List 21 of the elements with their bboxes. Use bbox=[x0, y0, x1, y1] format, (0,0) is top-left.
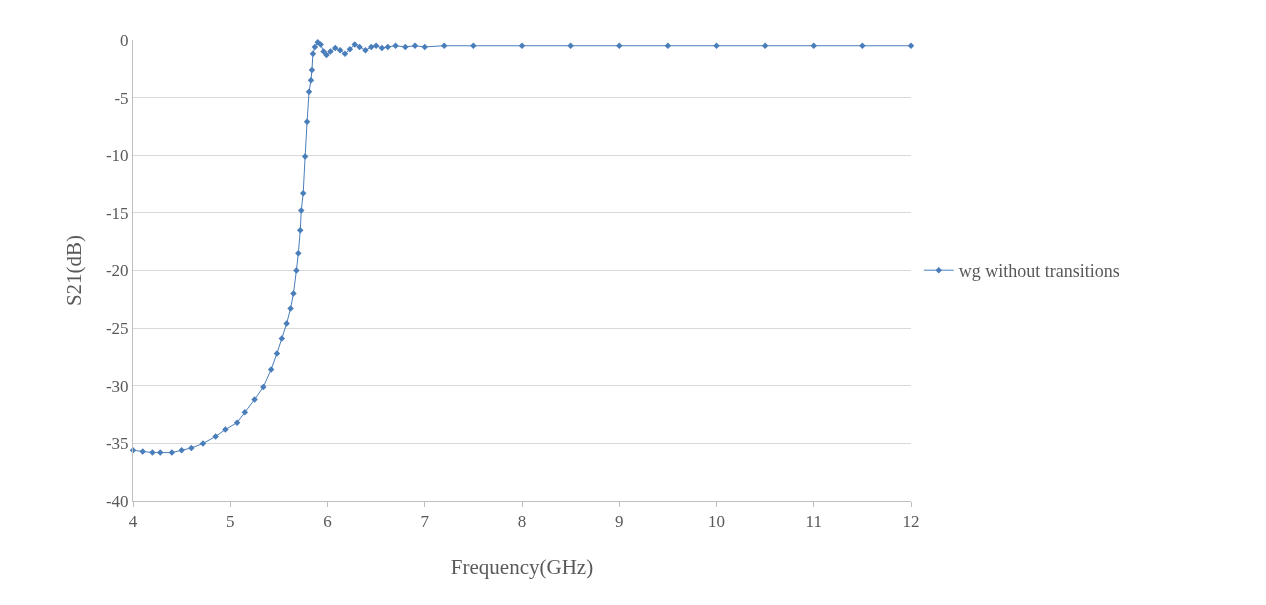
y-tick-label: 0 bbox=[120, 30, 129, 50]
y-tick-label: -15 bbox=[105, 203, 129, 223]
x-axis-title: Frequency(GHz) bbox=[450, 555, 594, 579]
y-tick-label: -35 bbox=[105, 434, 129, 454]
y-tick-label: -20 bbox=[105, 261, 129, 281]
y-tick-label: -25 bbox=[105, 319, 129, 339]
x-tick-label: 5 bbox=[226, 512, 235, 532]
legend-label: wg without transitions bbox=[958, 261, 1120, 282]
x-tick-label: 7 bbox=[420, 512, 430, 532]
y-axis-title: S21(dB) bbox=[62, 234, 86, 307]
x-tick-label: 10 bbox=[708, 512, 725, 532]
x-tick-label: 12 bbox=[902, 512, 920, 532]
x-tick-label: 8 bbox=[517, 512, 527, 532]
x-tick-label: 9 bbox=[615, 512, 624, 532]
y-tick-label: -10 bbox=[105, 146, 129, 166]
x-tick-label: 6 bbox=[323, 512, 332, 532]
x-tick-label: 4 bbox=[128, 512, 138, 532]
y-tick-label: -30 bbox=[105, 376, 129, 396]
y-tick-label: -5 bbox=[114, 88, 129, 108]
y-tick-label: -40 bbox=[105, 491, 129, 511]
x-tick-label: 11 bbox=[805, 512, 822, 532]
